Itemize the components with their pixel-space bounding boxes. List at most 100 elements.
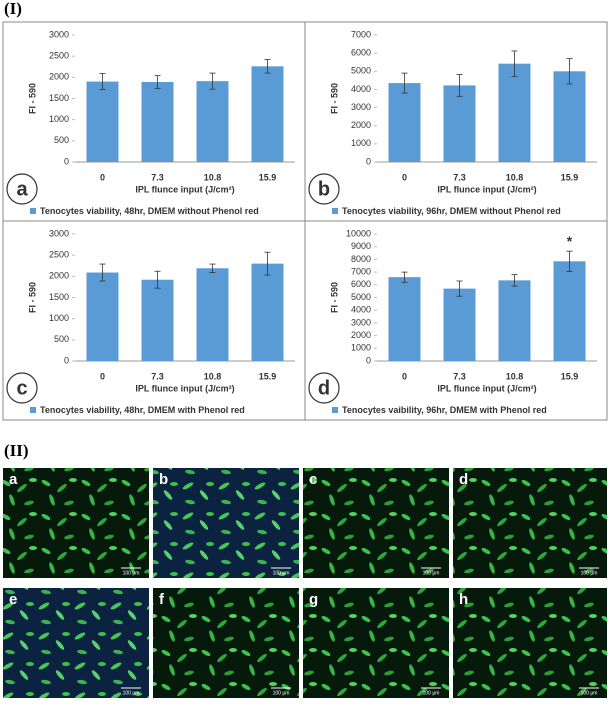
error-bar (264, 59, 271, 74)
bar (388, 277, 421, 361)
y-tick-label: 2500 (49, 250, 69, 260)
bar (443, 85, 476, 162)
panel-badge (308, 372, 340, 404)
bar (498, 63, 531, 163)
error-bar (511, 50, 518, 77)
bar (86, 81, 119, 162)
legend-label: Tenocytes viability, 96hr, DMEM without … (342, 206, 561, 216)
x-tick-label: 7.3 (453, 371, 466, 381)
y-tick-label: 1000 (49, 313, 69, 323)
panel-badge (6, 372, 38, 404)
panel-label: a (16, 178, 28, 200)
y-tick-label: 0 (64, 355, 69, 365)
y-tick-label: 2000 (49, 72, 69, 82)
bar (251, 263, 284, 361)
panel-badge (308, 173, 340, 205)
image-label: f (159, 591, 165, 608)
y-tick-label: 1000 (49, 114, 69, 124)
x-tick-label: 10.8 (204, 371, 222, 381)
x-tick-label: 10.8 (506, 371, 524, 381)
error-bar (154, 270, 161, 289)
error-bar (99, 73, 106, 91)
image-label: g (309, 591, 318, 608)
error-bar (209, 72, 216, 90)
y-tick-label: 10000 (346, 228, 371, 238)
scale-bar-label: 100 μm (423, 690, 440, 696)
y-tick-label: 2000 (49, 271, 69, 281)
y-tick-label: 7000 (351, 29, 371, 39)
x-axis-label: IPL flunce input (J/cm²) (437, 383, 536, 393)
y-tick-label: 500 (54, 334, 69, 344)
y-tick-label: 3000 (351, 102, 371, 112)
micrograph (303, 468, 449, 578)
error-bar (401, 271, 408, 283)
x-tick-label: 15.9 (259, 172, 277, 182)
scale-bar-label: 100 μm (581, 690, 598, 696)
x-axis-label: IPL flunce input (J/cm²) (135, 383, 234, 393)
y-tick-label: 4000 (351, 84, 371, 94)
y-axis-label: FI - 590 (27, 282, 37, 313)
panel-frame (304, 220, 608, 421)
micrograph (3, 588, 149, 698)
x-tick-label: 0 (100, 172, 105, 182)
y-tick-label: 2500 (49, 51, 69, 61)
bar (196, 268, 229, 361)
bar (196, 81, 229, 162)
error-bar (401, 72, 408, 94)
micrograph (303, 588, 449, 698)
micrograph (453, 588, 607, 698)
bar (553, 261, 586, 361)
y-tick-label: 5000 (351, 292, 371, 302)
y-tick-label: 0 (366, 156, 371, 166)
error-bar (511, 274, 518, 287)
scale-bar-label: 100 μm (273, 690, 290, 696)
x-tick-label: 15.9 (561, 371, 579, 381)
bar (141, 279, 174, 361)
legend-swatch (332, 407, 338, 413)
error-bar (456, 280, 463, 297)
y-tick-label: 500 (54, 135, 69, 145)
section-label: (II) (4, 441, 29, 460)
y-tick-label: 4000 (351, 305, 371, 315)
bar (251, 66, 284, 162)
micrograph (153, 468, 299, 578)
x-tick-label: 7.3 (151, 172, 164, 182)
bar (498, 280, 531, 361)
scale-bar-label: 100 μm (123, 570, 140, 576)
x-tick-label: 7.3 (453, 172, 466, 182)
error-bar (99, 263, 106, 282)
x-tick-label: 15.9 (561, 172, 579, 182)
y-tick-label: 1500 (49, 93, 69, 103)
legend-label: Tenocytes vaibility, 96hr, DMEM with Phe… (342, 405, 547, 415)
legend-label: Tenocytes viability, 48hr, DMEM with Phe… (40, 405, 245, 415)
y-axis-label: FI - 590 (329, 282, 339, 313)
y-tick-label: 0 (64, 156, 69, 166)
y-tick-label: 2000 (351, 120, 371, 130)
error-bar (209, 263, 216, 273)
scale-bar-label: 100 μm (123, 690, 140, 696)
scale-bar-label: 100 μm (273, 570, 290, 576)
y-tick-label: 6000 (351, 279, 371, 289)
micrograph (153, 588, 299, 698)
y-tick-label: 0 (366, 355, 371, 365)
image-label: d (459, 471, 468, 488)
panel-label: d (318, 377, 330, 399)
x-tick-label: 10.8 (506, 172, 524, 182)
panel-label: b (318, 178, 330, 200)
y-tick-label: 8000 (351, 254, 371, 264)
bar (141, 81, 174, 162)
y-tick-label: 7000 (351, 266, 371, 276)
bar (388, 83, 421, 162)
bar (86, 272, 119, 361)
x-tick-label: 15.9 (259, 371, 277, 381)
legend-swatch (30, 208, 36, 214)
y-tick-label: 9000 (351, 241, 371, 251)
image-label: e (9, 591, 17, 608)
legend-label: Tenocytes viability, 48hr, DMEM without … (40, 206, 259, 216)
y-axis-label: FI - 590 (329, 83, 339, 114)
x-tick-label: 0 (100, 371, 105, 381)
x-tick-label: 0 (402, 172, 407, 182)
scale-bar-label: 100 μm (581, 570, 598, 576)
